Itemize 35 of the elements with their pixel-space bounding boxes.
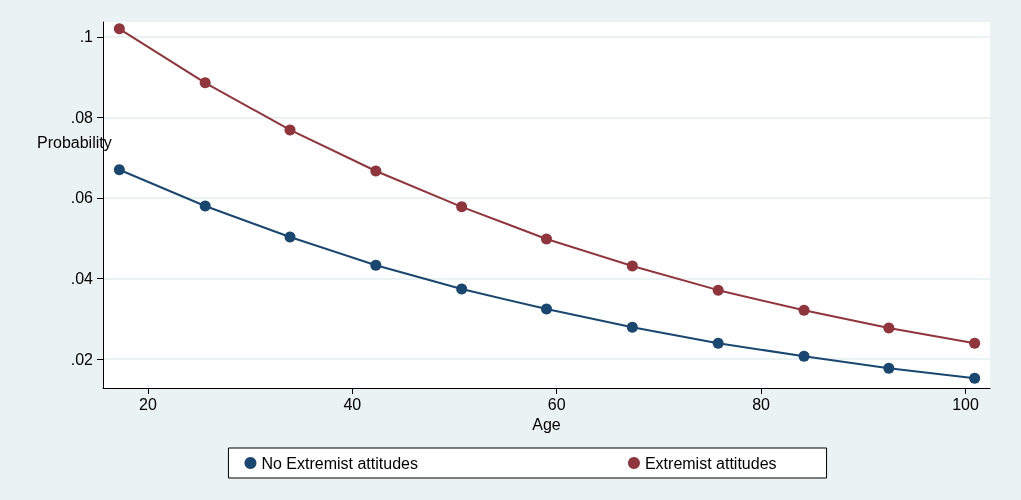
point xyxy=(712,284,724,296)
legend-label: Extremist attitudes xyxy=(644,454,777,472)
point xyxy=(199,200,211,212)
point xyxy=(284,231,296,243)
point xyxy=(712,337,724,349)
x-tick-label: 100 xyxy=(952,395,979,413)
point xyxy=(456,283,468,295)
y-tick-label: .04 xyxy=(70,269,94,287)
point xyxy=(113,164,125,176)
point xyxy=(883,362,895,374)
y-tick-label: .1 xyxy=(79,28,94,46)
y-tick-label: .08 xyxy=(70,108,94,126)
x-tick-label: 20 xyxy=(139,395,157,413)
point xyxy=(541,303,552,315)
x-tick-label: 40 xyxy=(343,395,362,413)
x-tick-label: 60 xyxy=(547,395,566,413)
point xyxy=(798,304,810,316)
point xyxy=(798,350,810,362)
point xyxy=(284,124,296,136)
point xyxy=(626,321,638,333)
point xyxy=(626,260,638,272)
point xyxy=(883,322,895,334)
point xyxy=(969,372,981,384)
point xyxy=(370,259,382,271)
legend-label: No Extremist attitudes xyxy=(261,454,418,472)
y-tick-label: .06 xyxy=(70,189,94,207)
point xyxy=(969,337,981,349)
point xyxy=(541,233,552,245)
x-tick-label: 80 xyxy=(752,395,771,413)
x-axis-title: Age xyxy=(532,416,561,434)
point xyxy=(370,165,382,177)
point xyxy=(456,201,468,213)
point xyxy=(113,23,125,35)
y-tick-label: .02 xyxy=(70,350,94,368)
point xyxy=(199,77,211,89)
